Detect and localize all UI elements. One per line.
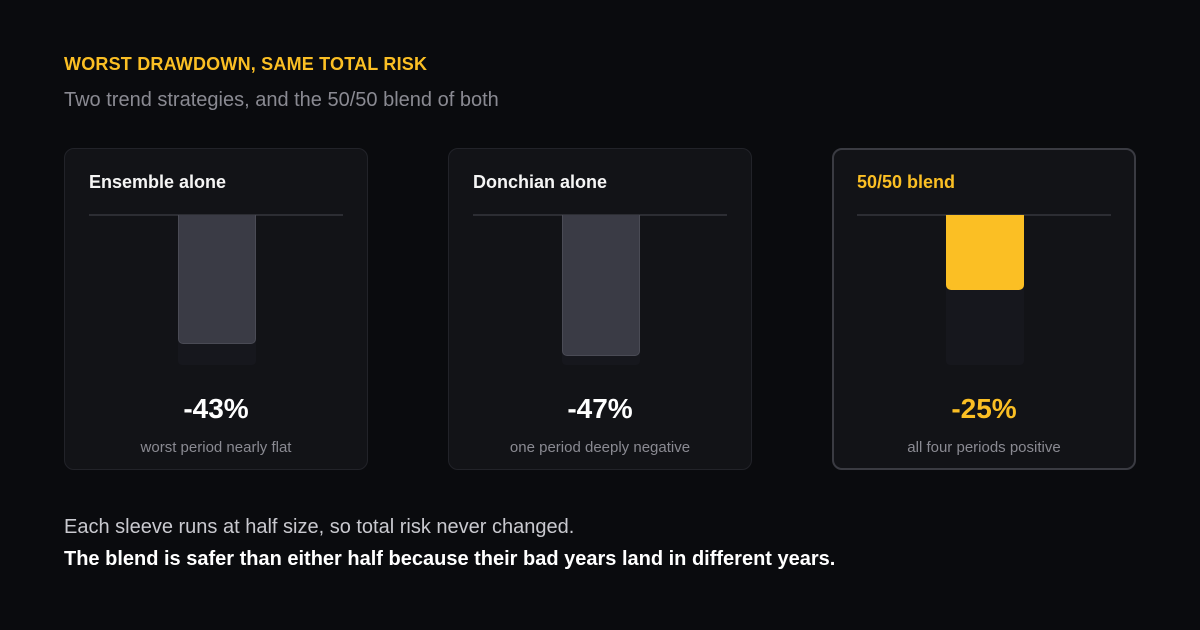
card-ensemble: Ensemble alone -43% worst period nearly … (64, 148, 368, 470)
bar-track (946, 215, 1024, 365)
card-blend: 50/50 blend -25% all four periods positi… (832, 148, 1136, 470)
drawdown-bar (178, 215, 256, 344)
footer-note: Each sleeve runs at half size, so total … (64, 516, 575, 538)
value-label: -43% (183, 393, 249, 424)
card-caption: all four periods positive (907, 439, 1061, 456)
drawdown-bar (946, 215, 1024, 290)
value-label: -47% (567, 393, 633, 424)
card-donchian: Donchian alone -47% one period deeply ne… (448, 148, 752, 470)
chart-subtitle: Two trend strategies, and the 50/50 blen… (64, 89, 499, 111)
card-title: 50/50 blend (857, 172, 956, 192)
value-label: -25% (951, 393, 1017, 424)
card-title: Ensemble alone (89, 172, 227, 192)
chart-eyebrow-title: WORST DRAWDOWN, SAME TOTAL RISK (64, 54, 428, 74)
bar-track (178, 215, 256, 365)
drawdown-bar (562, 215, 640, 356)
card-title: Donchian alone (473, 172, 608, 192)
card-caption: worst period nearly flat (140, 439, 292, 456)
footer-conclusion: The blend is safer than either half beca… (64, 548, 836, 570)
card-caption: one period deeply negative (509, 439, 691, 456)
bar-track (562, 215, 640, 365)
